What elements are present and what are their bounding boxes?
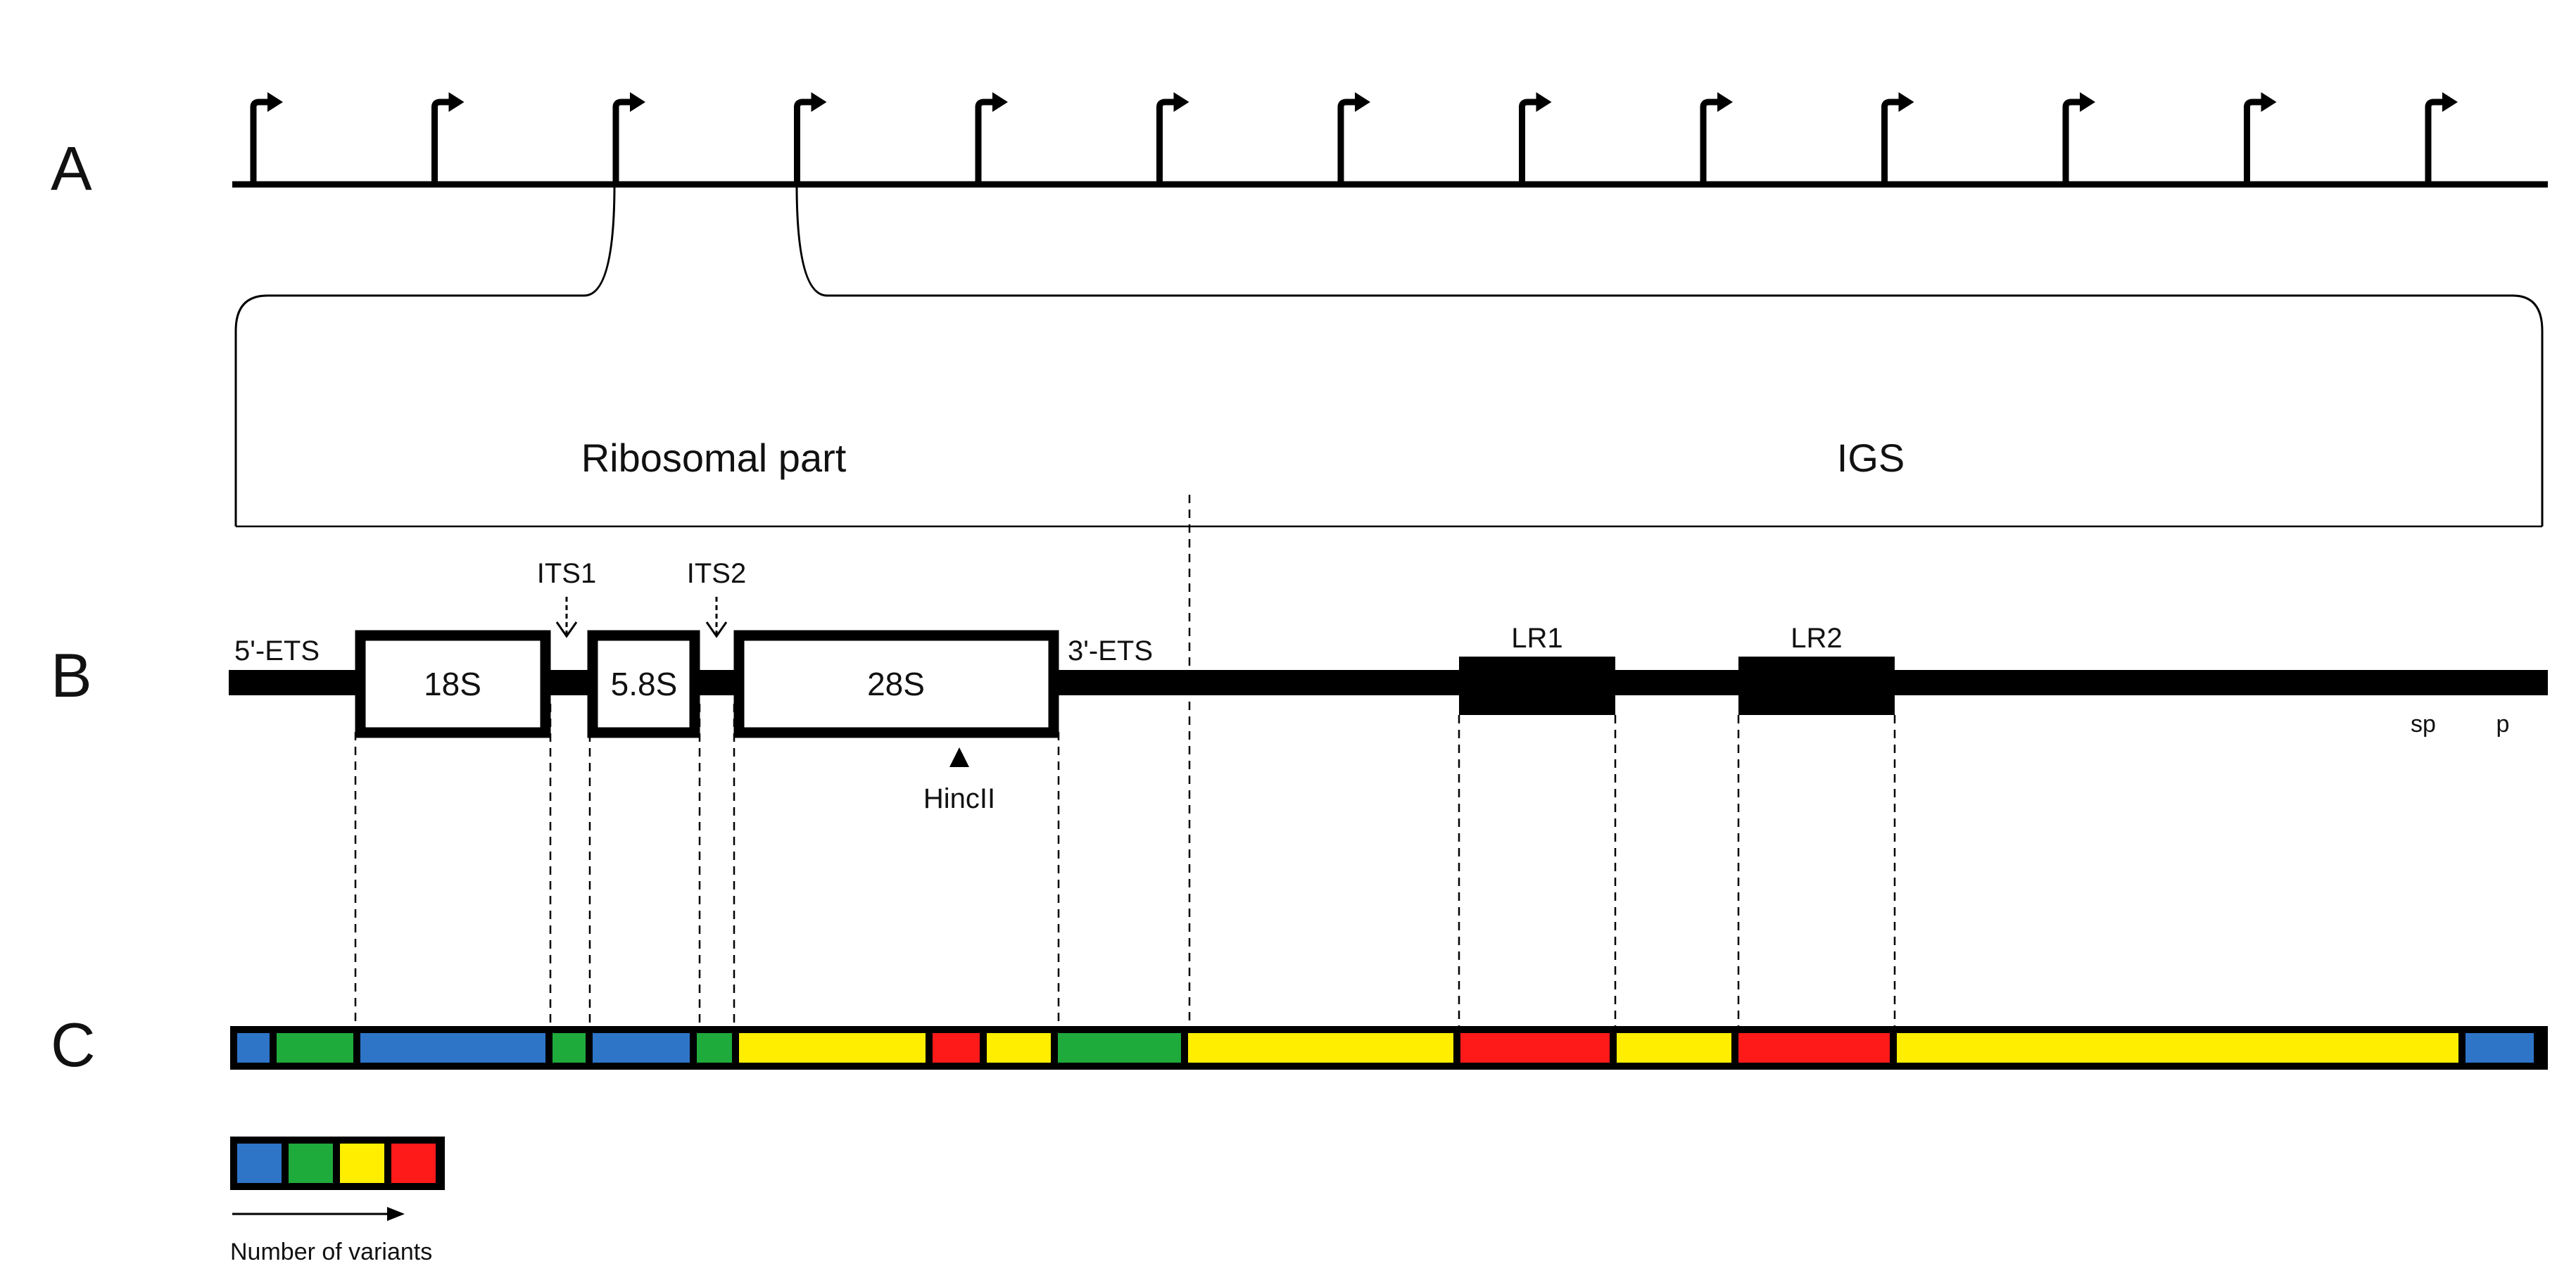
promoter-arrow <box>612 99 630 184</box>
legend-swatch <box>340 1144 384 1183</box>
ets5-label: 5'-ETS <box>234 635 320 666</box>
variant-segment <box>1617 1033 1731 1063</box>
promoter-arrow <box>2425 99 2442 184</box>
promoter-arrow <box>1519 99 1536 184</box>
gene-28s-label: 28S <box>867 666 925 702</box>
promoter-arrow <box>2062 99 2080 184</box>
gene-18s-label: 18S <box>424 666 481 702</box>
variant-segment <box>360 1033 545 1063</box>
hincii-marker <box>949 747 969 767</box>
legend-swatch <box>391 1144 436 1183</box>
promoter-arrow <box>1700 99 1717 184</box>
variant-segment <box>2465 1033 2534 1063</box>
promoter-arrowhead <box>630 92 645 112</box>
promoter-arrows <box>250 92 2458 184</box>
gene-28s-box <box>733 630 1059 738</box>
ribosomal-part-label: Ribosomal part <box>581 436 847 480</box>
its2-arrowhead <box>705 621 728 638</box>
promoter-arrowhead <box>1717 92 1733 112</box>
promoter-arrow <box>794 99 812 184</box>
panel-label-b: B <box>51 640 92 710</box>
gene-5-8s-box <box>587 630 700 738</box>
its1-arrowhead <box>555 621 578 638</box>
legend-swatch <box>237 1144 282 1183</box>
lr2-label: LR2 <box>1791 623 1842 654</box>
variant-bar <box>237 1033 2534 1063</box>
variant-segment <box>1738 1033 1890 1063</box>
gene-5-8s-label: 5.8S <box>611 666 678 702</box>
legend-swatch <box>289 1144 333 1183</box>
variant-segment <box>987 1033 1051 1063</box>
legend-swatches <box>237 1144 436 1183</box>
promoter-arrowhead <box>2080 92 2095 112</box>
igs-label: IGS <box>1837 436 1905 480</box>
variant-segment <box>1188 1033 1453 1063</box>
promoter-arrowhead <box>1898 92 1914 112</box>
promoter-arrow <box>1881 99 1899 184</box>
promoter-arrowhead <box>1536 92 1552 112</box>
promoter-arrow <box>431 99 449 184</box>
promoter-arrowhead <box>1355 92 1370 112</box>
variant-segment <box>553 1033 586 1063</box>
lr1-label: LR1 <box>1511 623 1562 654</box>
promoter-arrow <box>2244 99 2261 184</box>
lr1-block <box>1459 657 1615 715</box>
promoter-arrowhead <box>267 92 283 112</box>
its2-label: ITS2 <box>687 558 746 589</box>
variant-segment <box>593 1033 690 1063</box>
promoter-arrowhead <box>2442 92 2458 112</box>
hincii-label: HincII <box>923 783 995 814</box>
unit-bracket <box>234 184 2544 526</box>
variant-segment <box>1897 1033 2458 1063</box>
legend-caption: Number of variants <box>230 1239 432 1265</box>
variant-segment <box>277 1033 353 1063</box>
ets3-label: 3'-ETS <box>1068 635 1153 666</box>
promoter-arrow <box>1337 99 1355 184</box>
lr2-block <box>1738 657 1895 715</box>
variant-segment <box>237 1033 270 1063</box>
promoter-arrow <box>1156 99 1174 184</box>
alignment-lines <box>354 704 1896 1029</box>
gene-18s-box <box>355 630 551 738</box>
panel-label-c: C <box>51 1010 96 1080</box>
variant-segment <box>1058 1033 1181 1063</box>
promoter-arrowhead <box>811 92 827 112</box>
promoter-arrowhead <box>992 92 1008 112</box>
panel-label-a: A <box>51 134 92 203</box>
variant-segment <box>933 1033 980 1063</box>
its1-label: ITS1 <box>537 558 596 589</box>
promoter-arrowhead <box>2261 92 2277 112</box>
promoter-arrow <box>975 99 992 184</box>
legend-arrowhead <box>387 1207 405 1221</box>
promoter-arrow <box>250 99 267 184</box>
sp-label: sp <box>2411 711 2436 738</box>
variant-segment <box>1460 1033 1610 1063</box>
variant-segment <box>739 1033 926 1063</box>
promoter-arrowhead <box>448 92 465 112</box>
promoter-arrowhead <box>1173 92 1189 112</box>
p-label: p <box>2496 711 2510 738</box>
variant-segment <box>697 1033 732 1063</box>
